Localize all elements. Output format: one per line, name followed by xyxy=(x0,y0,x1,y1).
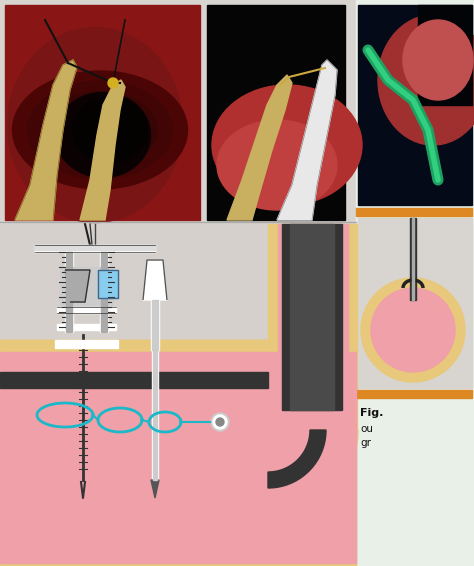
Polygon shape xyxy=(15,60,77,220)
Polygon shape xyxy=(65,270,90,302)
Bar xyxy=(98,270,118,298)
Bar xyxy=(152,300,158,350)
Ellipse shape xyxy=(217,120,337,210)
Bar xyxy=(35,245,155,252)
Ellipse shape xyxy=(78,116,122,144)
Bar xyxy=(0,340,269,354)
Bar xyxy=(356,0,474,566)
Bar xyxy=(418,5,472,105)
Bar xyxy=(358,218,472,388)
Polygon shape xyxy=(143,260,167,300)
Polygon shape xyxy=(268,430,358,520)
Text: ou: ou xyxy=(360,424,373,434)
Bar xyxy=(0,224,356,566)
Bar xyxy=(268,224,357,430)
Ellipse shape xyxy=(67,109,133,151)
Bar xyxy=(101,252,107,332)
Polygon shape xyxy=(80,80,125,220)
Ellipse shape xyxy=(43,92,157,169)
Bar xyxy=(153,350,157,480)
Bar xyxy=(60,267,113,307)
Bar xyxy=(55,340,118,348)
Text: Fig.: Fig. xyxy=(360,408,383,418)
Bar xyxy=(57,324,116,330)
Ellipse shape xyxy=(55,101,145,159)
Bar xyxy=(0,354,280,372)
Bar xyxy=(356,208,472,216)
Bar xyxy=(207,5,345,220)
Polygon shape xyxy=(277,60,337,220)
Ellipse shape xyxy=(55,92,151,178)
Polygon shape xyxy=(227,75,292,220)
Bar xyxy=(356,390,472,398)
Polygon shape xyxy=(268,430,344,506)
Circle shape xyxy=(213,415,227,429)
Bar xyxy=(35,245,155,250)
Text: gr: gr xyxy=(360,438,371,448)
Ellipse shape xyxy=(73,97,147,162)
Bar xyxy=(0,0,356,566)
Ellipse shape xyxy=(378,15,474,145)
Bar xyxy=(358,5,472,205)
Bar xyxy=(0,354,269,372)
Ellipse shape xyxy=(27,81,173,179)
Bar xyxy=(65,252,73,332)
Ellipse shape xyxy=(212,85,362,205)
Circle shape xyxy=(216,418,224,426)
Bar xyxy=(0,340,356,566)
Ellipse shape xyxy=(403,20,473,100)
Bar xyxy=(5,5,200,220)
Ellipse shape xyxy=(8,28,182,222)
Bar xyxy=(151,300,159,350)
Ellipse shape xyxy=(12,71,188,189)
Circle shape xyxy=(211,413,229,431)
Bar xyxy=(66,252,72,332)
Polygon shape xyxy=(151,480,159,498)
Bar xyxy=(57,307,116,313)
Bar xyxy=(98,270,118,298)
Bar xyxy=(0,372,268,388)
Bar xyxy=(412,218,414,300)
Bar xyxy=(282,224,342,410)
Bar xyxy=(0,340,280,354)
Bar xyxy=(290,224,334,410)
Bar xyxy=(0,352,356,563)
Bar xyxy=(100,252,108,332)
Circle shape xyxy=(108,78,118,88)
Bar xyxy=(278,224,348,430)
Bar xyxy=(410,218,416,300)
Bar xyxy=(152,350,158,480)
Circle shape xyxy=(371,288,455,372)
Polygon shape xyxy=(268,430,326,488)
Circle shape xyxy=(361,278,465,382)
